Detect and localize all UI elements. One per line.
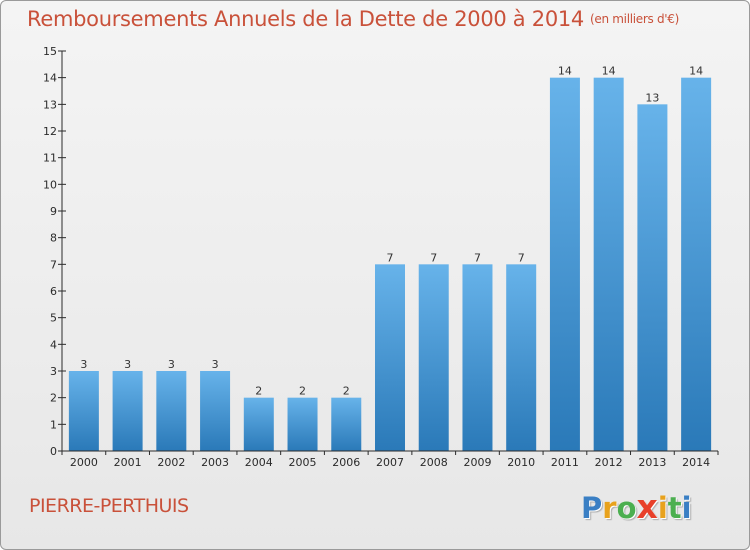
y-tick-label-4: 4	[50, 338, 57, 351]
value-label-2001: 3	[124, 358, 131, 371]
chart-unit: (en milliers d'€)	[590, 12, 680, 26]
value-label-2009: 7	[474, 251, 481, 264]
value-label-2003: 3	[212, 358, 219, 371]
y-tick-label-12: 12	[43, 125, 57, 138]
y-tick-label-13: 13	[43, 98, 57, 111]
value-label-2010: 7	[518, 251, 525, 264]
bar-2001	[112, 371, 143, 451]
x-tick-label-2004: 2004	[245, 456, 273, 469]
x-tick-label-2006: 2006	[332, 456, 360, 469]
commune-name: PIERRE-PERTHUIS	[29, 495, 189, 517]
logo-letter: t	[667, 491, 682, 525]
x-tick-label-2000: 2000	[70, 456, 98, 469]
value-label-2014: 14	[689, 65, 703, 78]
y-tick-label-2: 2	[50, 392, 57, 405]
bar-2004	[243, 397, 274, 451]
value-label-2008: 7	[430, 251, 437, 264]
x-tick-label-2010: 2010	[507, 456, 535, 469]
logo-letter: i	[657, 491, 668, 525]
x-tick-label-2009: 2009	[463, 456, 491, 469]
bar-2010	[506, 264, 537, 451]
chart-title: Remboursements Annuels de la Dette de 20…	[27, 7, 679, 31]
bar-2008	[418, 264, 449, 451]
bar-2011	[549, 77, 580, 452]
value-label-2002: 3	[168, 358, 175, 371]
x-tick-label-2013: 2013	[638, 456, 666, 469]
y-tick-label-0: 0	[50, 445, 57, 458]
x-tick-label-2014: 2014	[682, 456, 710, 469]
x-tick-label-2012: 2012	[595, 456, 623, 469]
logo-letter: r	[602, 491, 617, 525]
value-label-2007: 7	[387, 251, 394, 264]
bar-2003	[200, 371, 231, 451]
chart-title-text: Remboursements Annuels de la Dette de 20…	[27, 7, 584, 31]
y-tick-label-5: 5	[50, 312, 57, 325]
y-tick-label-14: 14	[43, 72, 57, 85]
bar-2006	[331, 397, 362, 451]
value-label-2011: 14	[558, 65, 572, 78]
logo-letter: i	[681, 491, 692, 525]
value-label-2005: 2	[299, 385, 306, 398]
logo-letter: o	[616, 491, 637, 525]
x-tick-label-2007: 2007	[376, 456, 404, 469]
x-tick-label-2005: 2005	[289, 456, 317, 469]
y-tick-label-15: 15	[43, 45, 57, 58]
bar-2014	[681, 77, 712, 452]
bar-2005	[287, 397, 318, 451]
bar-2007	[375, 264, 405, 451]
y-tick-label-6: 6	[50, 285, 57, 298]
y-tick-label-11: 11	[43, 152, 57, 165]
y-tick-label-8: 8	[50, 232, 57, 245]
y-tick-label-3: 3	[50, 365, 57, 378]
value-label-2012: 14	[602, 65, 616, 78]
x-tick-label-2008: 2008	[420, 456, 448, 469]
y-tick-label-1: 1	[50, 418, 57, 431]
y-tick-label-10: 10	[43, 178, 57, 191]
logo-letter: P	[581, 491, 603, 525]
bar-2002	[156, 371, 187, 451]
value-label-2000: 3	[80, 358, 87, 371]
value-label-2004: 2	[255, 385, 262, 398]
bar-2012	[593, 77, 624, 452]
y-tick-label-7: 7	[50, 258, 57, 271]
x-tick-label-2011: 2011	[551, 456, 579, 469]
y-tick-label-9: 9	[50, 205, 57, 218]
logo-letter: x	[636, 487, 658, 526]
value-label-2013: 13	[645, 91, 659, 104]
bar-2013	[637, 104, 668, 451]
bar-2000	[68, 371, 99, 451]
x-tick-label-2002: 2002	[157, 456, 185, 469]
x-tick-label-2003: 2003	[201, 456, 229, 469]
x-tick-label-2001: 2001	[114, 456, 142, 469]
bar-2009	[462, 264, 493, 451]
value-label-2006: 2	[343, 385, 350, 398]
